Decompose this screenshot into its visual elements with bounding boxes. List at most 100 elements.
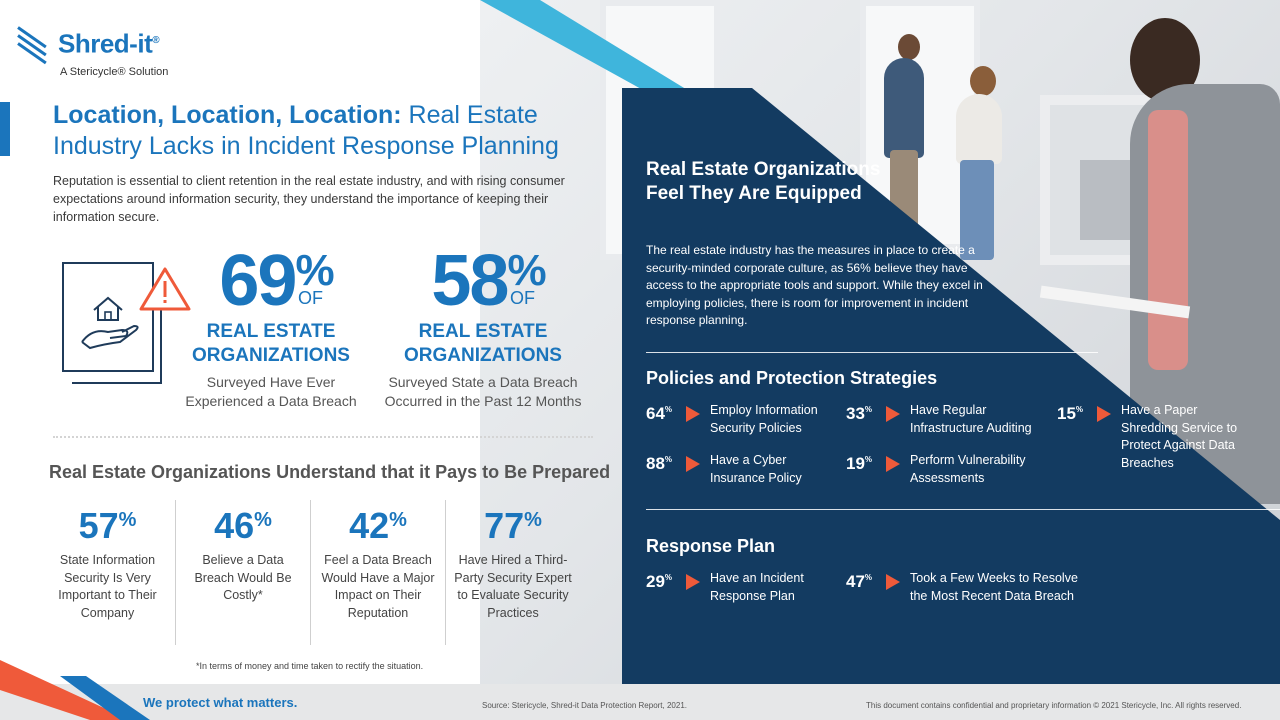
prepared-stat-value: 77 [484,505,525,546]
prepared-stats: 57% State Information Security Is Very I… [40,500,580,645]
policy-stat-value: 19 [846,454,865,473]
photo-person [960,160,994,260]
response-stat-percent: % [664,573,673,582]
big-stat-desc-line1: Surveyed State a Data Breach [388,374,578,390]
play-arrow-icon [686,456,700,472]
prepared-stat-desc: Believe a Data Breach Would Be Costly* [194,553,292,602]
section-divider [646,509,1280,510]
prepared-stat-value: 57 [78,505,119,546]
footnote: *In terms of money and time taken to rec… [196,661,424,671]
big-stat-label-line2: ORGANIZATIONS [404,345,562,366]
big-stat-percent: % [507,246,547,295]
policy-stat-text: Have a Cyber Insurance Policy [710,453,802,485]
policy-stat-percent: % [664,455,673,464]
photo-person-head [970,66,996,96]
logo-name: Shred-it [58,28,153,59]
big-stat-value: 58 [431,241,509,321]
policy-stat: 64% Employ Information Security Policies [646,402,836,437]
page-title-rest: Real Estate Industry Lacks in Incident R… [53,101,559,160]
response-stat-value: 29 [646,572,665,591]
policy-stat: 88% Have a Cyber Insurance Policy [646,452,820,487]
policy-stat-text: Employ Information Security Policies [710,403,818,435]
dotted-divider [53,436,593,438]
big-stat-desc-line1: Surveyed Have Ever [206,374,336,390]
photo-person [884,58,924,158]
play-arrow-icon [886,574,900,590]
footer-legal: This document contains confidential and … [866,701,1242,710]
big-stat-description: Surveyed Have Ever Experienced a Data Br… [176,373,366,411]
equipped-title: Real Estate Organizations Feel They Are … [646,159,881,204]
prepared-stat-desc: State Information Security Is Very Impor… [58,553,157,620]
intro-paragraph: Reputation is essential to client retent… [53,174,565,224]
policy-stat: 15% Have a Paper Shredding Service to Pr… [1057,402,1241,472]
big-stat-label: REAL ESTATE ORGANIZATIONS [378,320,588,368]
prepared-stat-desc: Have Hired a Third-Party Security Expert… [454,553,572,620]
policy-stat-value: 64 [646,404,665,423]
prepared-stat-percent: % [524,509,542,531]
play-arrow-icon [1097,406,1111,422]
policy-stat: 19% Perform Vulnerability Assessments [846,452,1040,487]
policy-stat-percent: % [1075,405,1084,414]
response-stat-text: Took a Few Weeks to Resolve the Most Rec… [910,571,1078,603]
policy-stat-value: 33 [846,404,865,423]
big-stat-description: Surveyed State a Data Breach Occurred in… [378,373,588,411]
big-stat-of: OF [510,288,535,308]
shred-it-logo-icon [17,26,54,65]
big-stat-label-line1: REAL ESTATE [206,321,336,342]
response-stat-text: Have an Incident Response Plan [710,571,804,603]
photo-person [1148,110,1188,370]
response-stat-percent: % [864,573,873,582]
prepared-stat-percent: % [254,509,272,531]
big-stat-desc-line2: Experienced a Data Breach [185,393,357,409]
response-stat-value: 47 [846,572,865,591]
policy-stat-percent: % [864,455,873,464]
play-arrow-icon [686,406,700,422]
policy-stat-text: Have Regular Infrastructure Auditing [910,403,1032,435]
big-stat-value: 69 [219,241,297,321]
prepared-stat-value: 46 [214,505,255,546]
logo-subtitle: A Stericycle® Solution [60,66,169,78]
policy-stat-value: 88 [646,454,665,473]
prepared-heading: Real Estate Organizations Understand tha… [49,462,611,482]
play-arrow-icon [886,406,900,422]
house-in-hand-icon [62,262,154,372]
prepared-stat-percent: % [389,509,407,531]
equipped-body: The real estate industry has the measure… [646,243,983,327]
policies-heading: Policies and Protection Strategies [646,368,938,388]
prepared-stat: 57% State Information Security Is Very I… [40,500,175,645]
big-stat-label-line1: REAL ESTATE [418,321,548,342]
big-stat-label-line2: ORGANIZATIONS [192,345,350,366]
policy-stat-text: Have a Paper Shredding Service to Protec… [1121,403,1238,470]
title-accent-bar [0,102,10,156]
photo-person [956,94,1002,164]
prepared-stat-value: 42 [349,505,390,546]
page-title-bold: Location, Location, Location: [53,101,402,129]
photo-person-head [898,34,920,60]
big-stat-label: REAL ESTATE ORGANIZATIONS [176,320,366,368]
footer-bar [0,684,1280,720]
policy-stat-text: Perform Vulnerability Assessments [910,453,1026,485]
response-stat: 47% Took a Few Weeks to Resolve the Most… [846,570,1090,605]
big-stat-1: 69% OF REAL ESTATE ORGANIZATIONS Surveye… [176,245,366,411]
big-stat-percent: % [295,246,335,295]
policy-stat: 33% Have Regular Infrastructure Auditing [846,402,1050,437]
office-photo [480,0,1280,720]
policy-stat-percent: % [864,405,873,414]
policy-stat-percent: % [664,405,673,414]
section-divider [646,352,1098,353]
shred-it-logo: Shred-it® A Stericycle® Solution [17,26,168,78]
prepared-stat-desc: Feel a Data Breach Would Have a Major Im… [321,553,435,620]
prepared-stat: 46% Believe a Data Breach Would Be Costl… [175,500,310,645]
warning-triangle-icon [138,266,192,317]
document-outline [72,274,162,384]
footer-source: Source: Stericycle, Shred-it Data Protec… [482,701,687,710]
prepared-stat-percent: % [118,509,137,531]
policy-stat-value: 15 [1057,404,1076,423]
big-stat-desc-line2: Occurred in the Past 12 Months [384,393,582,409]
response-stat: 29% Have an Incident Response Plan [646,570,820,605]
logo-registered: ® [152,35,160,46]
prepared-stat: 42% Feel a Data Breach Would Have a Majo… [310,500,445,645]
play-arrow-icon [886,456,900,472]
footer-tagline: We protect what matters. [143,695,298,710]
big-stat-2: 58% OF REAL ESTATE ORGANIZATIONS Surveye… [378,245,588,411]
